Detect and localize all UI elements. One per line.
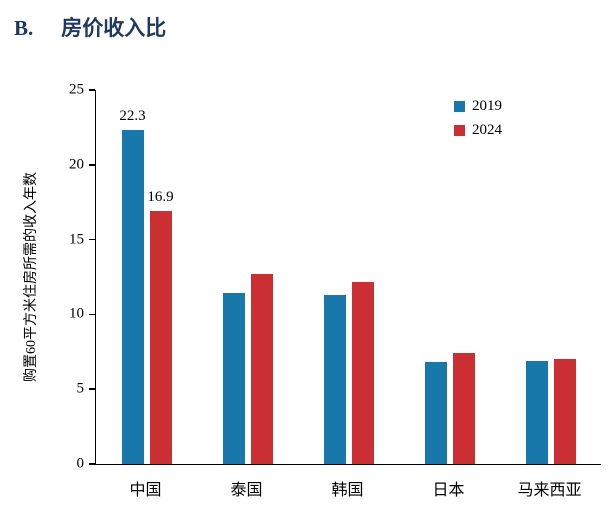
y-axis-label: 购置60平方米住房所需的收入年数 <box>24 172 39 382</box>
x-category-label: 日本 <box>432 482 465 499</box>
bar-2019-韩国 <box>323 294 346 464</box>
y-tick-label: 5 <box>76 380 85 397</box>
chart-title-prefix: B. <box>14 16 34 40</box>
legend-label: 2024 <box>472 122 502 138</box>
chart-title-text: 房价收入比 <box>61 16 167 40</box>
legend-label: 2019 <box>472 98 502 114</box>
legend-item-2024: 2024 <box>454 122 502 139</box>
x-category-label: 马来西亚 <box>517 482 582 499</box>
bar-group-泰国 <box>197 90 298 464</box>
legend: 2019 2024 <box>454 98 502 146</box>
bar-groups: 22.3 16.9 <box>96 90 601 464</box>
legend-item-2019: 2019 <box>454 98 502 115</box>
chart-title: B. 房价收入比 <box>14 12 166 42</box>
bar-2024-韩国 <box>351 281 374 464</box>
bar-value-label: 16.9 <box>147 189 174 206</box>
x-category-label: 韩国 <box>331 482 364 499</box>
bar-value-label: 22.3 <box>119 108 146 125</box>
y-tick-mark <box>89 388 95 390</box>
plot-area: 2019 2024 22.3 16.9 <box>95 90 601 465</box>
y-tick-mark <box>89 313 95 316</box>
bar-group-马来西亚 <box>500 90 601 464</box>
x-category-label: 中国 <box>129 482 162 499</box>
y-tick-mark <box>89 238 95 241</box>
x-category-label: 泰国 <box>230 482 263 499</box>
bar-group-韩国 <box>298 90 399 464</box>
bar-2019-马来西亚 <box>525 360 548 464</box>
bar-2024-中国: 16.9 <box>147 189 174 464</box>
y-tick-label: 20 <box>69 156 84 173</box>
legend-swatch-icon <box>454 125 465 136</box>
bar-2024-日本 <box>452 353 475 464</box>
y-tick-mark <box>89 463 95 465</box>
bar-2019-中国: 22.3 <box>119 108 146 464</box>
bar-2024-马来西亚 <box>553 359 576 464</box>
y-tick-mark <box>89 164 95 166</box>
bar-2024-泰国 <box>250 274 273 464</box>
bar-group-日本 <box>399 90 500 464</box>
y-tick-label: 0 <box>76 455 85 472</box>
legend-swatch-icon <box>454 101 465 112</box>
bar-2019-日本 <box>424 362 447 464</box>
y-tick-label: 25 <box>69 81 84 98</box>
y-tick-label: 15 <box>69 231 84 248</box>
bar-2019-泰国 <box>222 293 245 464</box>
bar-group-中国: 22.3 16.9 <box>96 90 197 464</box>
y-tick-label: 10 <box>69 305 84 322</box>
y-tick-mark <box>89 89 95 91</box>
